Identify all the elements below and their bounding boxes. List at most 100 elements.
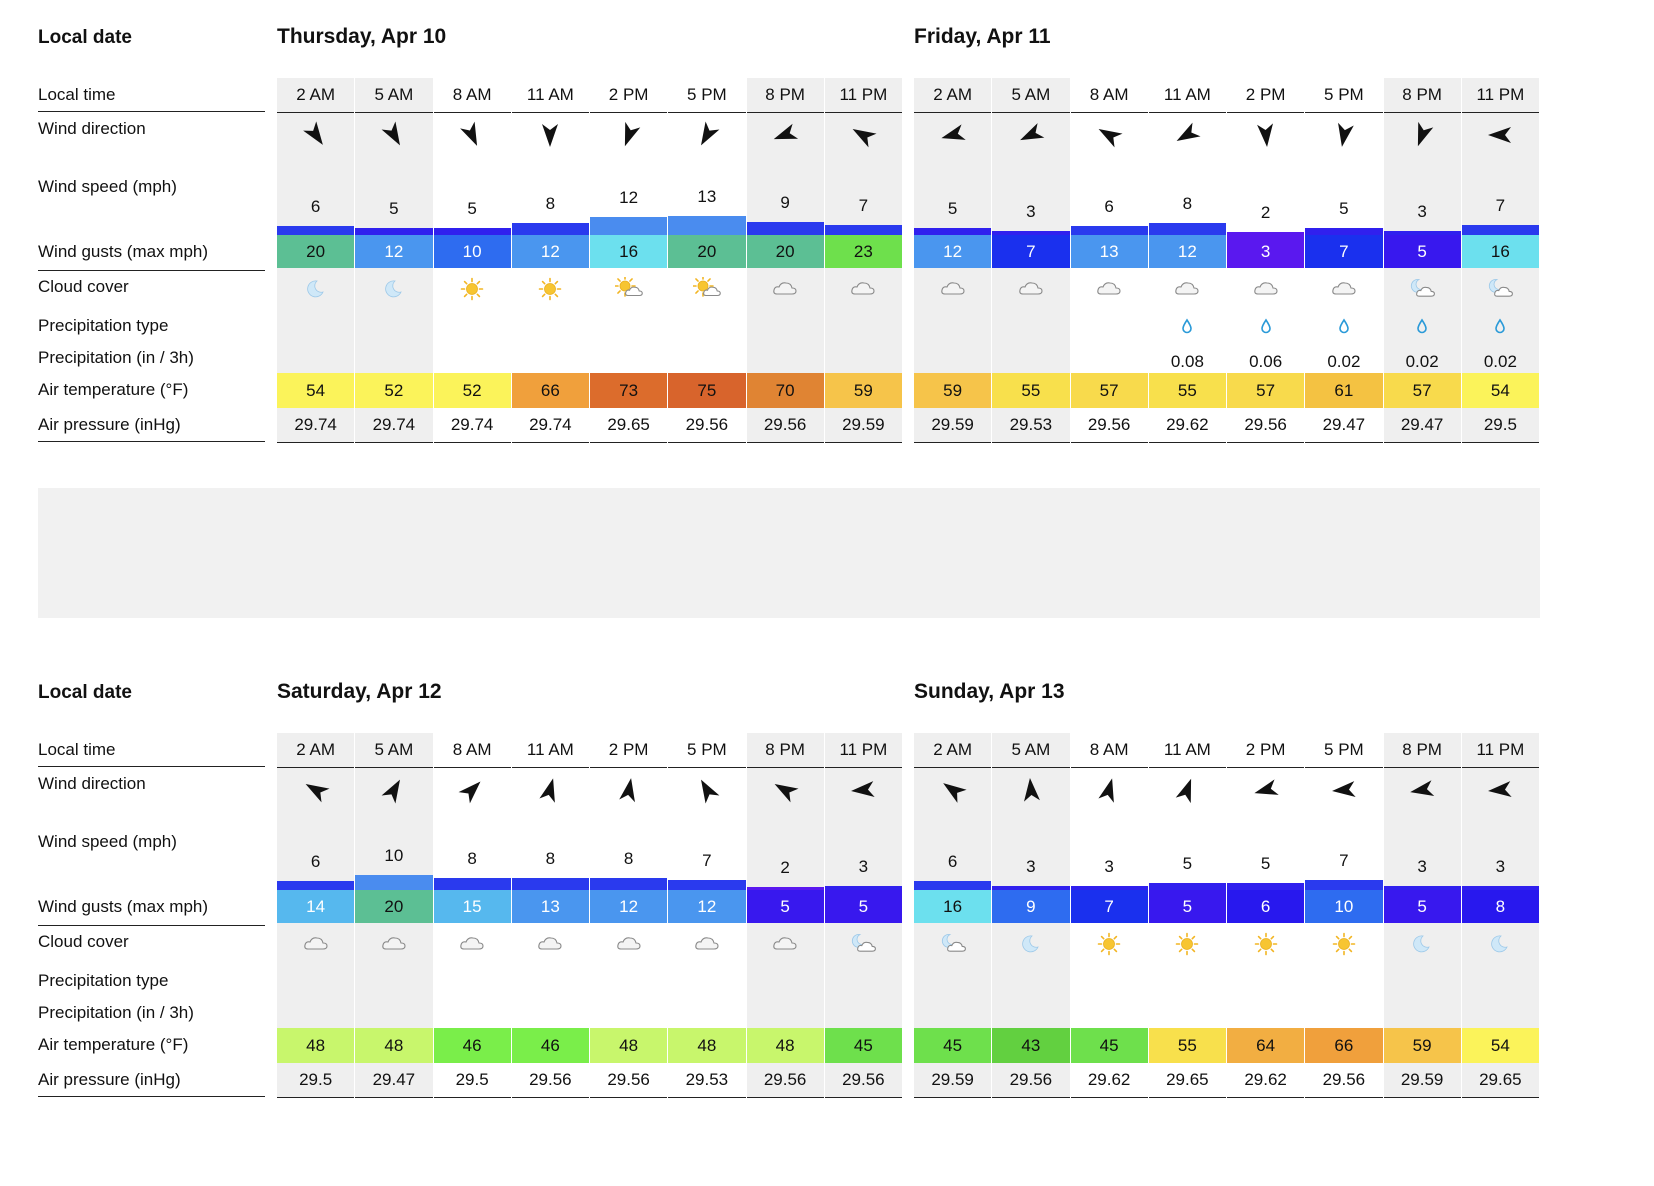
rain-drop-icon [1416,318,1428,334]
air-temp-value: 45 [914,1028,992,1063]
moon-icon [1486,932,1514,956]
precip-amount-value [512,342,589,373]
air-pressure-value: 29.65 [590,408,668,443]
air-pressure-value: 29.56 [668,408,746,443]
hour-column: 2 AM 6 16 45 29.59 [914,733,993,1098]
hour-time: 11 AM [1148,78,1226,113]
air-temp-value: 57 [1070,373,1148,408]
air-temp-value: 46 [511,1028,589,1063]
wind-gust-value: 20 [277,235,355,268]
hour-time: 11 PM [824,78,902,113]
day-title: Saturday, Apr 12 [277,680,442,703]
precip-amount-value [914,997,991,1028]
wind-speed-bar [824,224,902,235]
wind-gust-value: 12 [355,235,433,268]
precip-amount-value [434,342,511,373]
air-temp-value: 59 [914,373,992,408]
precip-amount-value [668,342,745,373]
wind-direction-arrow-icon [380,121,408,149]
hour-time: 2 PM [590,733,668,768]
hour-time: 11 AM [511,733,589,768]
hour-column: 2 PM 12 16 73 29.65 [590,78,669,443]
wind-speed-bar [1227,232,1305,235]
moon-cloud-icon [1408,277,1436,301]
precip-amount-value [590,342,667,373]
hour-time: 2 AM [277,78,355,113]
cloud-icon [615,932,643,956]
air-pressure-value: 29.56 [1070,408,1148,443]
forecast-block-1: Local date Local time Wind direction Wind s… [38,20,1558,450]
cloud-icon [849,277,877,301]
cloud-icon [1095,277,1123,301]
hour-time: 8 AM [433,733,511,768]
moon-icon [380,277,408,301]
hour-column: 2 PM 5 6 64 29.62 [1227,733,1306,1098]
hour-column: 11 PM 7 23 59 29.59 [824,78,903,443]
local-date-label: Local date [38,682,132,703]
precip-amount-value [1305,997,1382,1028]
cloud-icon [693,932,721,956]
wind-speed-value: 5 [1339,198,1349,218]
air-temp-value: 66 [1305,1028,1383,1063]
sun-icon [458,277,486,301]
precip-amount-value [825,342,902,373]
hour-column: 8 AM 8 15 46 29.5 [433,733,512,1098]
wind-speed-value: 2 [1260,203,1271,222]
precip-amount-value: 0.08 [1170,352,1204,371]
wind-speed-value: 7 [702,850,712,870]
air-temp-value: 52 [355,373,433,408]
cloud-icon [1017,277,1045,301]
wind-gust-value: 5 [824,890,902,923]
hour-time: 11 AM [1148,733,1226,768]
air-pressure-value: 29.56 [511,1063,589,1098]
hour-time: 8 PM [746,733,824,768]
hour-column: 11 AM 8 13 46 29.56 [511,733,590,1098]
hour-column: 11 PM 3 8 54 29.65 [1461,733,1540,1098]
hour-column: 5 PM 7 10 66 29.56 [1305,733,1384,1098]
day-title: Friday, Apr 11 [914,25,1051,48]
wind-speed-bar [355,227,433,235]
air-temp-label: Air temperature (°F) [38,380,189,399]
wind-direction-arrow-icon [1330,776,1358,804]
wind-gust-value: 14 [277,890,355,923]
cloud-icon [1252,277,1280,301]
air-temp-value: 43 [992,1028,1070,1063]
wind-direction-label: Wind direction [38,119,146,138]
hour-time: 8 PM [1383,733,1461,768]
precip-amount-value [747,997,824,1028]
hour-column: 5 PM 5 7 0.02 61 29.47 [1305,78,1384,443]
day-section: Friday, Apr 11 2 AM 5 12 59 29.59 5 AM 3 7 55 29.5… [914,20,1540,450]
air-temp-value: 61 [1305,373,1383,408]
wind-speed-value: 3 [1026,856,1036,876]
air-temp-value: 57 [1227,373,1305,408]
hour-column: 8 PM 3 5 59 29.59 [1383,733,1462,1098]
day-title: Thursday, Apr 10 [277,25,447,48]
wind-direction-arrow-icon [1173,776,1201,804]
local-time-label: Local time [38,78,265,112]
cloud-icon [939,277,967,301]
air-pressure-value: 29.56 [992,1063,1070,1098]
wind-speed-value: 3 [1104,856,1114,876]
hour-time: 5 AM [355,733,433,768]
wind-speed-value: 9 [780,192,790,212]
precip-amount-value [747,342,824,373]
precip-amount-value [590,997,667,1028]
wind-speed-bar [590,217,668,235]
hour-column: 5 AM 3 7 55 29.53 [992,78,1071,443]
wind-speed-value: 8 [1182,194,1193,213]
hour-time: 2 PM [1227,78,1305,113]
wind-speed-value: 8 [545,194,556,213]
precip-amount-value: 0.06 [1249,352,1283,371]
wind-speed-bar [277,226,355,235]
hour-time: 2 PM [1227,733,1305,768]
hour-column: 8 PM 9 20 70 29.56 [746,78,825,443]
wind-gust-value: 16 [590,235,668,268]
wind-speed-value: 7 [1339,850,1349,870]
air-temp-value: 54 [277,373,355,408]
hour-time: 5 PM [668,78,746,113]
wind-gust-value: 12 [511,235,589,268]
air-pressure-value: 29.47 [355,1063,433,1098]
rain-drop-icon [1494,318,1506,334]
wind-speed-bar [668,215,746,235]
wind-direction-arrow-icon [536,776,564,804]
